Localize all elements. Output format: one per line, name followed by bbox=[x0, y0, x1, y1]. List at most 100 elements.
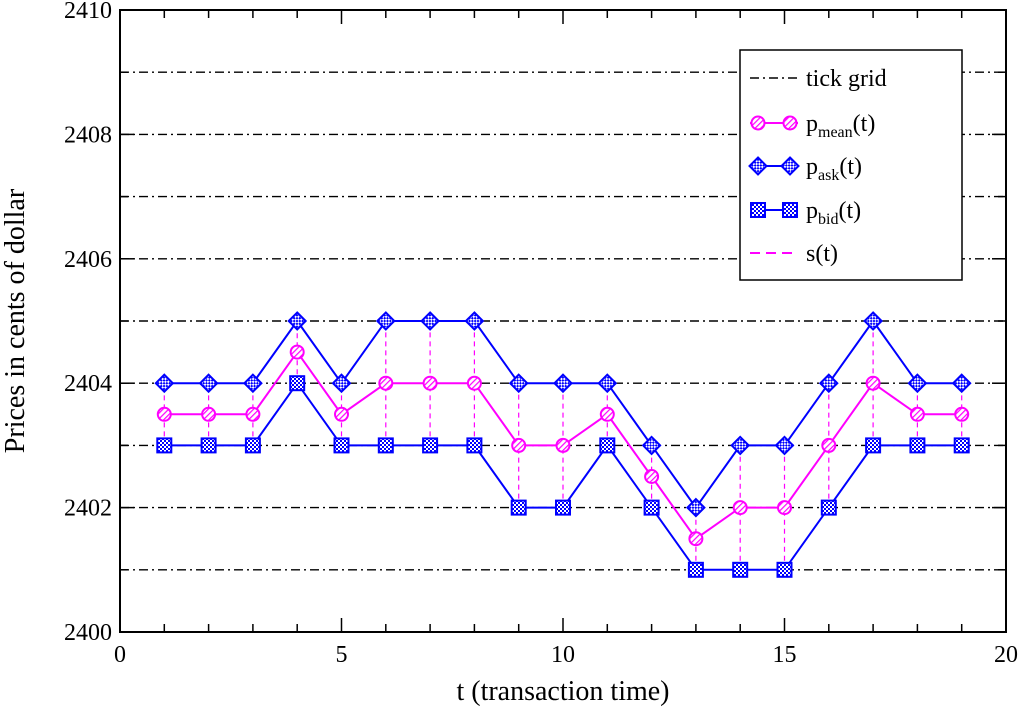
legend-marker bbox=[782, 202, 798, 218]
point-mean bbox=[555, 437, 571, 453]
point-ask bbox=[287, 311, 308, 331]
point-mean bbox=[511, 437, 527, 453]
point-mean bbox=[865, 375, 881, 391]
x-tick-label: 0 bbox=[114, 642, 126, 668]
legend-label-suffix: (t) bbox=[838, 198, 861, 224]
x-tick-label: 20 bbox=[994, 642, 1018, 668]
point-ask bbox=[818, 373, 839, 394]
point-bid bbox=[466, 437, 483, 454]
point-ask bbox=[774, 435, 795, 456]
x-tick-label: 5 bbox=[336, 642, 348, 668]
point-ask bbox=[331, 373, 352, 394]
point-mean bbox=[201, 406, 217, 422]
point-bid bbox=[422, 437, 439, 454]
legend-label-main: p bbox=[806, 111, 818, 137]
point-mean bbox=[909, 406, 925, 422]
point-bid bbox=[156, 437, 173, 454]
point-bid bbox=[643, 499, 660, 516]
point-ask bbox=[198, 373, 219, 394]
point-bid bbox=[555, 499, 571, 516]
legend-label: pbid(t) bbox=[806, 198, 861, 228]
y-tick-label: 2408 bbox=[64, 122, 112, 148]
point-ask bbox=[685, 497, 706, 518]
legend-marker bbox=[780, 156, 800, 176]
point-bid bbox=[732, 561, 749, 578]
point-ask bbox=[730, 435, 751, 456]
point-ask bbox=[951, 373, 972, 394]
series-bid bbox=[156, 375, 970, 578]
legend-marker bbox=[750, 115, 766, 131]
point-bid bbox=[776, 561, 793, 578]
point-ask bbox=[553, 373, 573, 394]
point-mean bbox=[156, 406, 172, 422]
point-mean bbox=[378, 375, 394, 391]
legend-label-sub: bid bbox=[818, 211, 838, 228]
legend-label-suffix: (t) bbox=[839, 154, 862, 180]
y-tick-label: 2410 bbox=[64, 0, 112, 24]
axes: 0 5 10 15 20 2400 2402 2404 2406 2408 2410 bbox=[64, 0, 1018, 668]
x-tick-label: 10 bbox=[551, 642, 575, 668]
point-mean bbox=[334, 406, 349, 422]
x-tick-label: 15 bbox=[773, 642, 797, 668]
point-ask bbox=[907, 373, 928, 394]
point-mean bbox=[644, 469, 660, 484]
point-bid bbox=[599, 437, 616, 454]
point-ask bbox=[597, 373, 618, 394]
legend-label-main: p bbox=[806, 154, 818, 180]
series-mean bbox=[156, 344, 970, 547]
point-bid bbox=[200, 437, 217, 454]
legend-marker bbox=[782, 115, 798, 131]
point-ask bbox=[508, 373, 529, 394]
point-mean bbox=[422, 375, 438, 391]
point-ask bbox=[641, 435, 662, 456]
point-bid bbox=[289, 375, 306, 392]
x-axis-label: t (transaction time) bbox=[456, 676, 669, 707]
legend-marker bbox=[748, 156, 768, 176]
legend-item-spread: s(t) bbox=[750, 241, 838, 267]
point-bid bbox=[333, 437, 350, 454]
point-bid bbox=[377, 437, 394, 454]
point-ask bbox=[420, 311, 441, 331]
point-ask bbox=[154, 373, 175, 394]
legend-item-mean: pmean(t) bbox=[750, 111, 875, 141]
legend-label-sub: mean bbox=[818, 124, 853, 141]
y-axis-label: Prices in cents of dollar bbox=[0, 188, 31, 453]
point-bid bbox=[244, 437, 261, 454]
series-ask bbox=[154, 311, 972, 518]
legend-label: s(t) bbox=[806, 241, 838, 267]
point-mean bbox=[821, 437, 837, 453]
point-ask bbox=[863, 311, 884, 331]
legend-label-sub: ask bbox=[818, 167, 839, 184]
point-mean bbox=[732, 500, 748, 516]
point-bid bbox=[687, 561, 704, 578]
point-ask bbox=[375, 311, 396, 331]
point-bid bbox=[865, 437, 882, 454]
point-mean bbox=[688, 531, 704, 547]
point-bid bbox=[510, 499, 527, 516]
y-tick-label: 2400 bbox=[64, 620, 112, 646]
point-mean bbox=[777, 500, 792, 516]
point-mean bbox=[954, 406, 970, 422]
point-ask bbox=[464, 311, 485, 331]
point-ask bbox=[242, 373, 263, 394]
legend-label-main: tick grid bbox=[806, 66, 887, 92]
point-mean bbox=[466, 375, 482, 391]
legend-label-main: p bbox=[806, 198, 818, 224]
legend-label-main: s(t) bbox=[806, 241, 838, 267]
y-tick-label: 2402 bbox=[64, 496, 112, 522]
series-layer bbox=[154, 311, 972, 578]
y-tick-label: 2406 bbox=[64, 247, 112, 273]
point-mean bbox=[245, 406, 261, 422]
legend-item-grid: tick grid bbox=[750, 66, 887, 92]
legend-label: tick grid bbox=[806, 66, 887, 92]
point-bid bbox=[953, 437, 970, 454]
point-bid bbox=[909, 437, 926, 454]
point-bid bbox=[820, 499, 837, 516]
point-mean bbox=[599, 406, 615, 422]
legend-item-ask: pask(t) bbox=[748, 154, 862, 184]
point-mean bbox=[289, 344, 305, 360]
legend-label-suffix: (t) bbox=[853, 111, 876, 137]
y-tick-label: 2404 bbox=[64, 371, 112, 397]
